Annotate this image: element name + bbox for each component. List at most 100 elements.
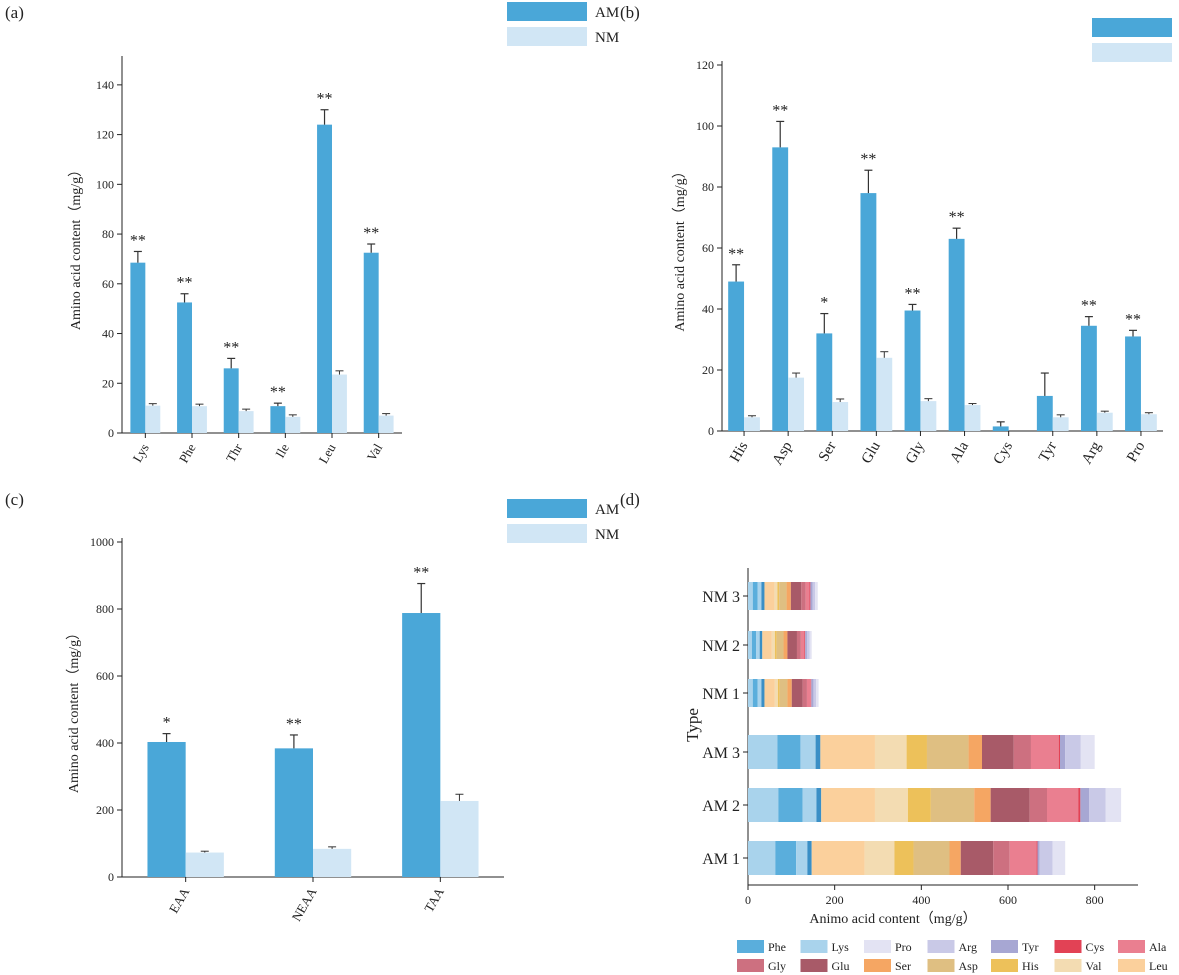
stack-segment — [1039, 841, 1053, 875]
x-tick-label: 600 — [999, 893, 1017, 907]
y-tick-label: 20 — [702, 363, 714, 377]
y-tick-label: 0 — [108, 426, 114, 440]
y-tick-label: 100 — [696, 119, 714, 133]
bar-nm — [332, 374, 347, 433]
x-tick-label: Glu — [859, 439, 884, 467]
bar-am — [274, 748, 313, 877]
y-tick-label: 40 — [702, 302, 714, 316]
significance-mark: ** — [905, 285, 921, 302]
y-axis-label: Type — [683, 708, 702, 742]
stack-segment — [776, 631, 784, 659]
legend-swatch-nm — [507, 524, 587, 543]
stack-segment — [801, 582, 806, 610]
bar-am — [363, 252, 379, 433]
stack-segment — [1089, 788, 1106, 822]
y-tick-label: NM 2 — [702, 638, 740, 655]
bar-nm — [920, 401, 937, 431]
stack-segment — [806, 679, 811, 707]
bar-nm — [192, 406, 207, 433]
significance-mark: ** — [130, 232, 146, 249]
y-tick-label: 80 — [702, 180, 714, 194]
panel-label: (c) — [5, 490, 24, 509]
x-tick-label: 200 — [826, 893, 844, 907]
bar-am — [772, 147, 789, 431]
stack-segment — [874, 735, 907, 769]
bar-nm — [1140, 414, 1157, 431]
y-tick-label: 1000 — [90, 535, 114, 549]
stack-segment — [779, 679, 788, 707]
stack-segment — [796, 631, 801, 659]
x-tick-label: TAA — [421, 884, 447, 914]
x-tick-label: Gly — [903, 439, 928, 467]
legend-swatch-nm — [1092, 43, 1172, 62]
stack-segment — [913, 841, 950, 875]
stack-segment — [864, 841, 895, 875]
significance-mark: ** — [772, 102, 788, 119]
x-tick-label: 800 — [1086, 893, 1104, 907]
x-tick-label: Arg — [1079, 439, 1105, 467]
x-tick-label: Leu — [315, 441, 338, 466]
bar-nm — [1096, 412, 1113, 431]
bar-am — [816, 333, 833, 431]
stack-segment — [811, 679, 814, 707]
stack-segment — [1029, 788, 1047, 822]
panel-label: (a) — [5, 3, 24, 22]
legend-label: Tyr — [1022, 940, 1039, 954]
y-tick-label: 200 — [96, 803, 114, 817]
bar-am — [270, 406, 286, 433]
y-tick-label: 600 — [96, 669, 114, 683]
bar-nm — [313, 848, 352, 877]
legend-label: Leu — [1149, 959, 1168, 973]
stack-segment — [762, 631, 772, 659]
stack-segment — [1105, 788, 1122, 822]
bar-am — [728, 281, 745, 431]
y-tick-label: 40 — [102, 327, 114, 341]
stack-segment — [806, 631, 810, 659]
x-tick-label: 400 — [912, 893, 930, 907]
stack-segment — [778, 788, 803, 822]
legend-label: Val — [1086, 959, 1103, 973]
y-tick-label: AM 1 — [702, 851, 740, 868]
stack-segment — [874, 788, 908, 822]
legend-label-am: AM — [595, 5, 619, 21]
stack-segment — [774, 631, 777, 659]
legend-label: Pro — [895, 940, 912, 954]
y-axis-label: Amino acid content（mg/g） — [672, 164, 688, 331]
significance-mark: ** — [413, 565, 429, 582]
x-tick-label: NEAA — [289, 884, 320, 923]
stack-segment — [805, 582, 810, 610]
legend-label: Arg — [959, 940, 977, 954]
bar-nm — [238, 411, 254, 433]
significance-mark: ** — [317, 91, 333, 108]
legend-label-nm: NM — [595, 527, 619, 543]
significance-mark: * — [820, 295, 828, 312]
stack-segment — [974, 788, 991, 822]
stack-segment — [761, 679, 765, 707]
x-tick-label: 0 — [745, 893, 751, 907]
x-tick-label: Thr — [223, 440, 246, 464]
stack-segment — [748, 582, 753, 610]
x-tick-label: Phe — [176, 441, 199, 466]
stack-segment — [1037, 841, 1040, 875]
significance-mark: ** — [949, 209, 965, 226]
stack-segment — [802, 679, 807, 707]
legend-swatch — [927, 940, 955, 953]
bar-am — [317, 124, 332, 434]
stack-segment — [748, 679, 753, 707]
stack-segment — [777, 735, 801, 769]
legend-swatch — [1118, 940, 1145, 953]
stack-segment — [752, 582, 758, 610]
stack-segment — [774, 582, 778, 610]
panel-label: (d) — [620, 490, 640, 509]
stack-segment — [809, 631, 812, 659]
significance-mark: ** — [177, 275, 193, 292]
stack-segment — [907, 788, 931, 822]
legend-label: Ala — [1149, 940, 1167, 954]
legend-label: Ser — [895, 959, 911, 973]
stack-segment — [761, 582, 765, 610]
panel-label: (b) — [620, 3, 640, 22]
y-tick-label: 100 — [96, 177, 114, 191]
stack-segment — [820, 735, 875, 769]
stack-segment — [1047, 788, 1079, 822]
bar-am — [904, 310, 921, 431]
